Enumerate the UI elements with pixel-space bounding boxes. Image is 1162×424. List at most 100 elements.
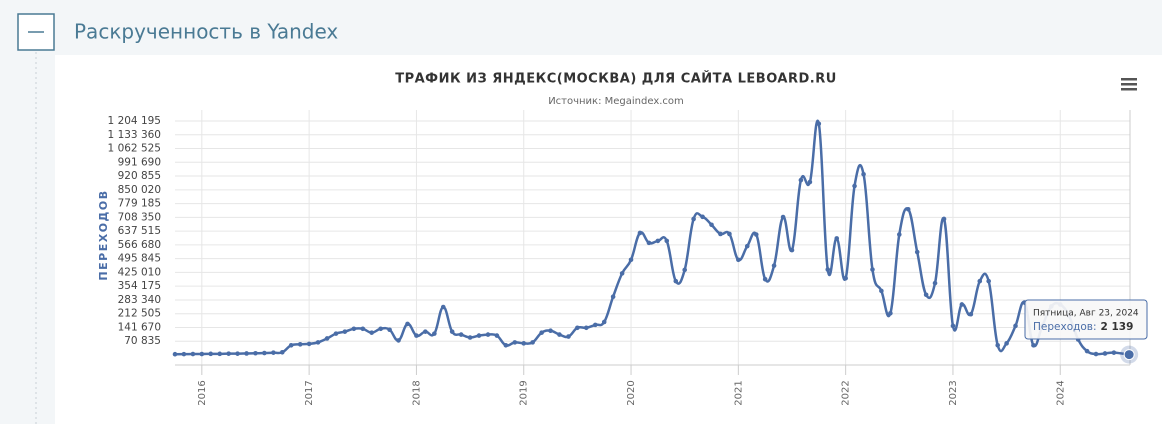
section-title: Раскрученность в Yandex — [74, 20, 338, 44]
data-point — [181, 351, 187, 357]
y-tick-label: 637 515 — [118, 225, 161, 237]
data-point — [718, 231, 723, 237]
y-tick-label: 920 855 — [118, 170, 161, 182]
data-point — [700, 214, 705, 220]
data-point — [396, 338, 401, 343]
data-point — [861, 171, 866, 177]
data-point — [369, 330, 374, 335]
data-point — [879, 288, 884, 294]
data-point — [923, 292, 929, 298]
data-point — [342, 329, 348, 334]
tooltip-value: Переходов: 2 139 — [1033, 321, 1133, 333]
data-point — [530, 340, 535, 345]
data-point — [583, 325, 589, 331]
data-point — [1004, 341, 1009, 346]
data-point — [557, 332, 562, 337]
y-tick-label: 283 340 — [118, 294, 161, 306]
x-tick-label: 2016 — [197, 380, 208, 405]
data-point — [727, 231, 732, 237]
data-point — [691, 216, 696, 222]
y-tick-label: 991 690 — [118, 156, 161, 168]
x-tick-label: 2020 — [626, 380, 637, 405]
data-point — [297, 342, 303, 347]
data-point — [637, 230, 643, 236]
y-tick-label: 566 680 — [118, 239, 161, 251]
y-tick-label: 212 505 — [118, 308, 161, 320]
tooltip-number: 2 139 — [1101, 321, 1134, 333]
data-point — [521, 341, 527, 346]
y-tick-label: 779 185 — [118, 198, 161, 210]
tooltip: Пятница, Авг 23, 2024 Переходов: 2 139 — [1024, 299, 1148, 340]
data-point — [736, 257, 741, 263]
data-point — [959, 302, 965, 307]
chart-panel — [55, 55, 1162, 424]
data-point — [789, 247, 795, 253]
data-point — [825, 267, 831, 272]
x-tick-label: 2021 — [733, 380, 744, 405]
tooltip-box — [1024, 299, 1148, 340]
y-tick-label: 708 350 — [118, 211, 161, 223]
data-point — [646, 240, 652, 246]
x-tick-label: 2017 — [304, 380, 315, 405]
data-point — [1102, 351, 1108, 356]
data-point — [888, 310, 893, 316]
data-point — [601, 319, 607, 325]
data-point — [843, 275, 848, 281]
data-point — [798, 177, 804, 183]
data-point — [467, 335, 473, 340]
data-point — [378, 326, 384, 332]
data-point — [977, 278, 983, 284]
data-point — [199, 351, 205, 357]
y-tick-label: 850 020 — [118, 184, 161, 196]
y-tick-label: 1 062 525 — [108, 143, 161, 155]
y-axis-label: ПЕРЕХОДОВ — [97, 189, 110, 280]
data-point — [655, 238, 661, 244]
data-point — [566, 334, 571, 339]
chart-subtitle: Источник: Megaindex.com — [548, 96, 684, 107]
data-point — [253, 350, 258, 356]
data-point — [995, 342, 1000, 348]
data-point — [896, 232, 902, 237]
menu-button[interactable] — [1121, 78, 1137, 91]
data-point — [771, 263, 777, 268]
x-tick-label: 2018 — [411, 380, 422, 405]
y-tick-label: 1 133 360 — [108, 129, 161, 141]
collapse-button[interactable] — [17, 13, 55, 51]
data-point — [440, 304, 446, 310]
data-point — [351, 326, 357, 332]
data-point — [1093, 351, 1099, 357]
data-point — [333, 331, 339, 336]
data-point — [512, 340, 518, 345]
data-point — [575, 325, 580, 331]
y-tick-label: 141 670 — [118, 321, 161, 333]
data-point — [432, 331, 437, 336]
data-point — [485, 332, 491, 337]
data-point — [324, 336, 330, 341]
menu-bar — [1121, 83, 1137, 86]
data-point — [628, 257, 634, 263]
data-point — [870, 267, 875, 272]
tooltip-series: Переходов: — [1033, 321, 1097, 333]
data-point — [423, 329, 428, 334]
data-point — [262, 350, 267, 356]
data-point — [1013, 323, 1018, 329]
data-point — [360, 326, 366, 332]
data-point — [673, 278, 679, 284]
data-point — [709, 222, 714, 228]
data-point — [610, 294, 616, 300]
data-point — [476, 333, 482, 338]
data-point — [405, 321, 410, 327]
data-point — [271, 350, 276, 355]
data-point — [852, 183, 857, 189]
data-point — [914, 249, 920, 255]
data-point — [1084, 348, 1090, 354]
menu-bar — [1121, 88, 1137, 91]
data-point — [217, 351, 223, 357]
data-point — [208, 351, 214, 357]
data-point — [905, 206, 911, 212]
data-point — [1111, 350, 1117, 355]
data-point — [548, 328, 553, 334]
data-point — [539, 330, 544, 335]
data-point — [280, 349, 285, 355]
